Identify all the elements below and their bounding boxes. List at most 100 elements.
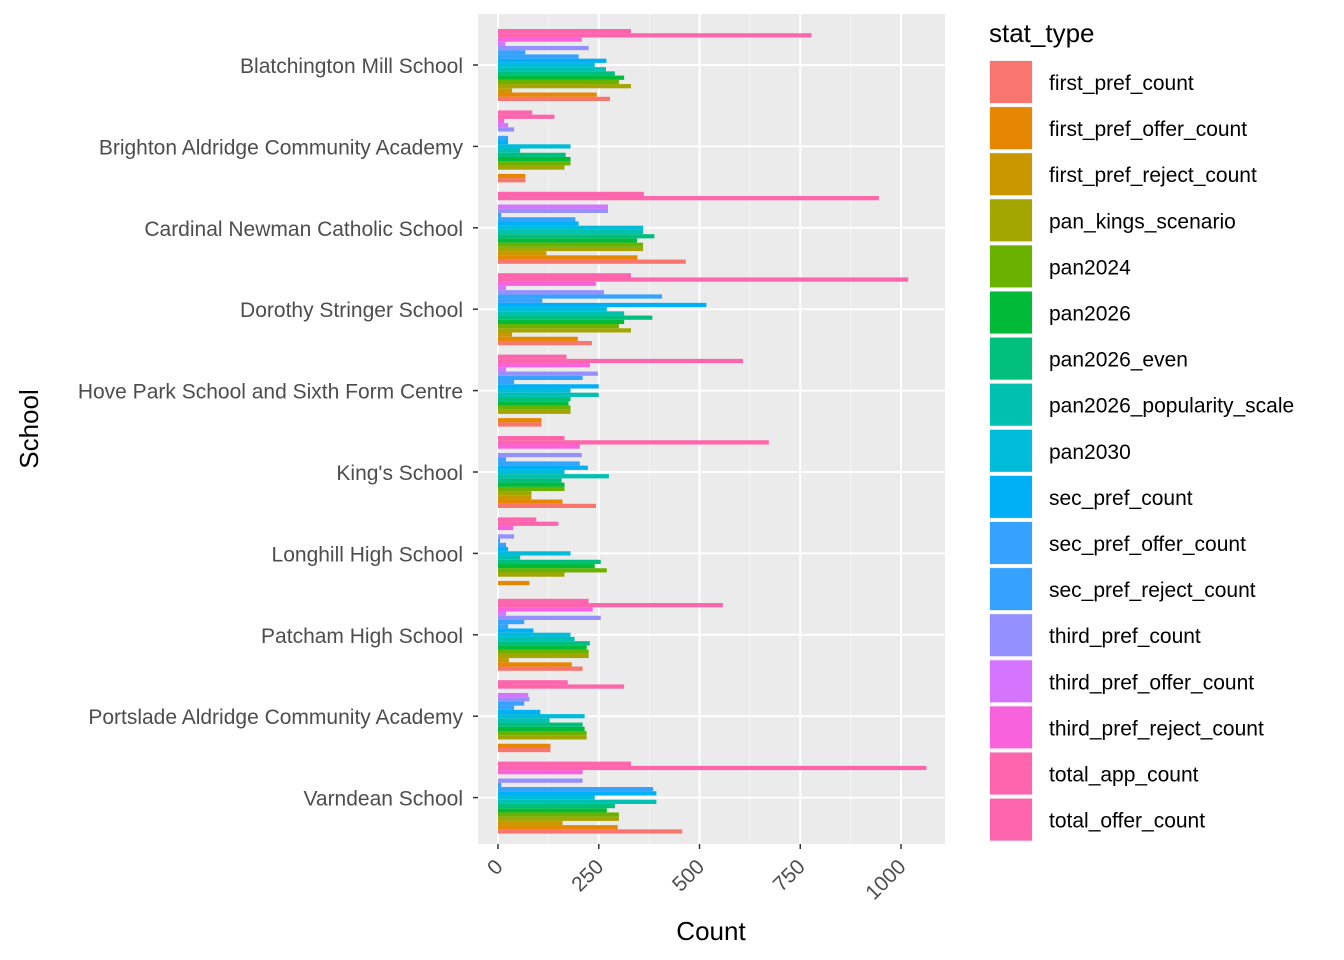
y-tick-label: Longhill High School [272,543,463,566]
x-axis-title: Count [676,916,746,946]
bar-pan2026 [498,156,571,162]
y-tick-label: Hove Park School and Sixth Form Centre [78,381,463,404]
bar-pan2024 [498,161,571,166]
legend-swatch [990,798,1032,841]
bar-sec-pref-reject-count [498,50,526,55]
bar-first-pref-reject-count [498,251,547,256]
bar-sec-pref-count [498,302,707,308]
bar-sec-pref-reject-count [498,782,502,788]
bar-pan-kings-scenario [498,165,565,170]
bar-third-pref-count [498,697,530,702]
y-tick-label: Portslade Aldridge Community Academy [88,706,463,729]
bar-first-pref-count [498,666,583,671]
bar-first-pref-reject-count [498,332,513,337]
y-axis-title: School [14,389,44,469]
x-tick-label: 0 [483,855,508,880]
legend-swatch [990,522,1032,564]
y-tick-label: Brighton Aldridge Community Academy [99,136,464,159]
bars [498,29,927,834]
bar-pan2026-even [498,152,566,157]
bar-third-pref-offer-count [498,204,609,209]
bar-first-pref-count [498,422,542,427]
bar-third-pref-count [498,615,601,620]
bar-pan2024 [498,812,619,817]
bar-sec-pref-offer-count [498,624,509,629]
bar-pan2026-even [498,71,615,76]
bar-third-pref-offer-count [498,692,529,698]
bar-pan2024 [498,405,571,410]
legend-swatch [990,153,1032,196]
bar-first-pref-offer-count [498,336,578,341]
bar-total-app-count [498,521,559,526]
bar-sec-pref-reject-count [498,375,583,381]
legend-item-label: first_pref_reject_count [1049,164,1257,187]
bar-pan2026 [498,645,587,650]
bar-pan2026-even [498,396,571,402]
legend-item-label: first_pref_offer_count [1049,118,1247,141]
bar-first-pref-count [498,829,683,834]
bar-pan2024 [498,242,644,247]
bar-third-pref-reject-count [498,37,582,42]
bar-third-pref-reject-count [498,770,583,775]
bar-pan2030 [498,632,571,637]
bar-total-app-count [498,684,625,689]
bar-pan-kings-scenario [498,653,589,659]
bar-first-pref-count [498,340,592,346]
legend-item-label: pan2026_popularity_scale [1049,395,1294,418]
legend-swatch [990,337,1032,380]
bar-sec-pref-reject-count [498,294,663,299]
bar-total-offer-count [498,680,568,685]
bar-pan2026 [498,726,585,732]
bar-total-offer-count [498,29,631,34]
bar-first-pref-count [498,503,596,508]
bar-sec-pref-count [498,547,509,552]
legend-item-label: total_offer_count [1049,810,1205,833]
bar-first-pref-offer-count [498,580,530,586]
bar-pan-kings-scenario [498,246,644,252]
bar-first-pref-offer-count [498,92,597,97]
legend-item-label: third_pref_offer_count [1049,671,1254,694]
bar-pan-kings-scenario [498,735,587,740]
bar-total-app-count [498,358,744,364]
legend-item-label: pan2030 [1049,441,1131,464]
bar-pan2026-even [498,722,583,727]
bar-total-offer-count [498,191,644,197]
bar-sec-pref-reject-count [498,457,507,462]
bar-pan2026-popularity-scale [498,311,625,316]
bar-total-offer-count [498,354,567,359]
y-tick-label: Varndean School [303,788,463,811]
bar-first-pref-reject-count [498,658,509,663]
legend-swatch [990,429,1032,472]
legend-item-label: sec_pref_reject_count [1049,579,1256,602]
bar-pan2026 [498,482,565,487]
bar-third-pref-reject-count [498,607,593,612]
y-tick-label: Blatchington Mill School [240,55,463,78]
bar-pan-kings-scenario [498,816,619,821]
legend-swatch [990,383,1032,426]
bar-pan2030 [498,388,571,393]
bar-sec-pref-offer-count [498,380,515,385]
major-gridlines [478,14,945,844]
bar-pan2026-popularity-scale [498,799,657,804]
bar-pan-kings-scenario [498,409,571,414]
legend-item-label: third_pref_count [1049,625,1201,648]
legend-swatch [990,61,1032,103]
bar-first-pref-reject-count [498,495,532,500]
bar-pan2026 [498,401,569,406]
bar-sec-pref-count [498,384,599,389]
minor-gridlines [547,14,852,844]
y-axis-ticks: Blatchington Mill School Brighton Aldridg… [78,55,478,811]
bar-first-pref-offer-count [498,499,563,504]
bar-first-pref-offer-count [498,418,542,423]
bar-third-pref-offer-count [498,41,506,46]
bar-pan2026-popularity-scale [498,67,606,72]
bar-sec-pref-offer-count [498,705,515,710]
bar-first-pref-count [498,96,611,101]
bar-third-pref-offer-count [498,123,509,128]
bar-third-pref-reject-count [498,525,514,531]
bar-pan2026 [498,75,625,80]
legend-swatch [990,107,1032,150]
bar-pan2026 [498,319,625,325]
bar-total-app-count [498,440,769,445]
bar-total-app-count [498,114,555,119]
